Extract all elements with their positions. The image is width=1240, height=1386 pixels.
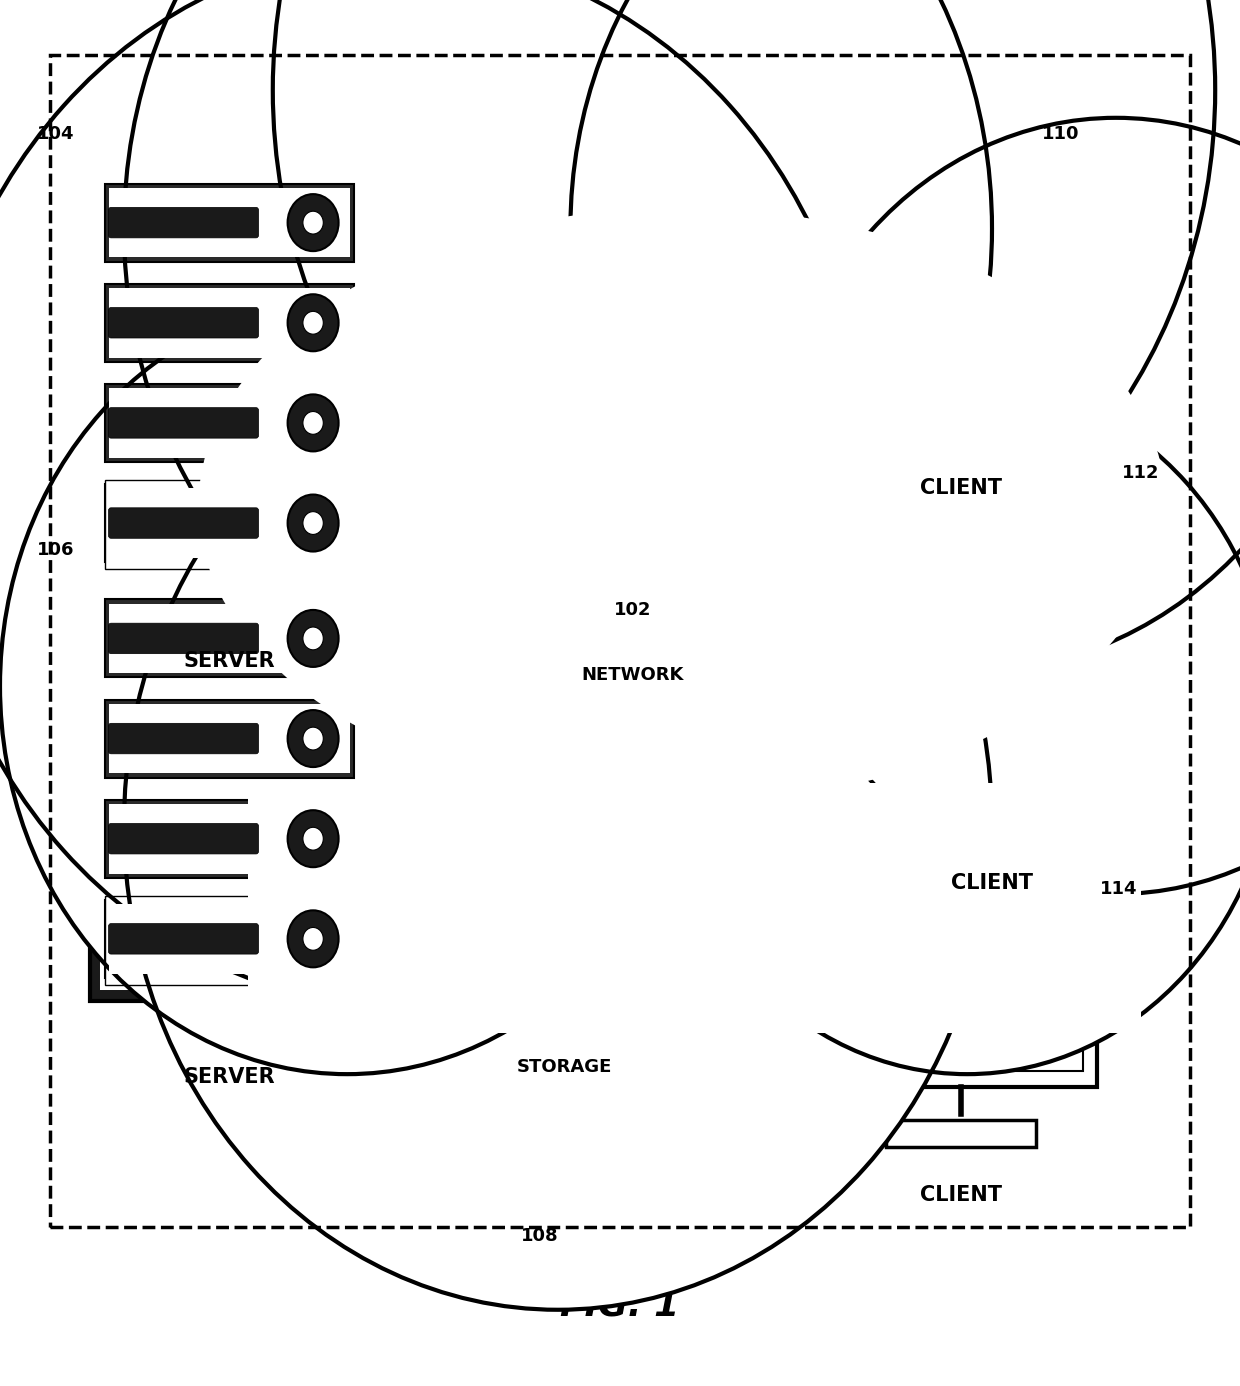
Circle shape (288, 710, 339, 766)
Circle shape (124, 0, 992, 714)
Circle shape (288, 495, 339, 552)
Text: 114: 114 (1100, 880, 1137, 898)
Text: 100: 100 (585, 67, 630, 86)
FancyBboxPatch shape (109, 407, 259, 438)
FancyBboxPatch shape (109, 604, 350, 674)
FancyBboxPatch shape (104, 284, 355, 362)
Text: CLIENT: CLIENT (951, 873, 1033, 893)
FancyBboxPatch shape (109, 904, 350, 973)
Text: STORAGE: STORAGE (517, 1059, 611, 1076)
Text: SERVER: SERVER (184, 1067, 275, 1087)
Text: CLIENT: CLIENT (920, 478, 1002, 498)
Ellipse shape (186, 194, 1178, 818)
FancyBboxPatch shape (104, 895, 355, 984)
FancyBboxPatch shape (109, 923, 259, 954)
FancyBboxPatch shape (104, 800, 355, 877)
FancyBboxPatch shape (104, 183, 355, 262)
Text: FIG. 1: FIG. 1 (560, 1289, 680, 1322)
Circle shape (303, 412, 324, 434)
Circle shape (303, 626, 324, 650)
Circle shape (303, 728, 324, 750)
Circle shape (288, 811, 339, 868)
FancyBboxPatch shape (825, 887, 1097, 1088)
Text: 110: 110 (1042, 125, 1079, 143)
Text: 104: 104 (37, 125, 74, 143)
FancyBboxPatch shape (109, 624, 259, 654)
Circle shape (303, 927, 324, 951)
Text: 106: 106 (37, 541, 74, 559)
FancyBboxPatch shape (856, 460, 1128, 841)
Circle shape (303, 511, 324, 535)
Circle shape (288, 610, 339, 667)
Text: 112: 112 (1122, 464, 1159, 482)
Circle shape (657, 381, 1240, 1074)
FancyBboxPatch shape (104, 700, 355, 778)
FancyBboxPatch shape (104, 599, 355, 678)
FancyBboxPatch shape (895, 505, 1089, 797)
FancyBboxPatch shape (109, 208, 259, 238)
FancyBboxPatch shape (109, 823, 259, 854)
FancyBboxPatch shape (99, 159, 360, 574)
Circle shape (288, 294, 339, 351)
FancyBboxPatch shape (109, 507, 259, 538)
FancyBboxPatch shape (109, 804, 350, 873)
Ellipse shape (467, 1128, 661, 1179)
Circle shape (288, 911, 339, 967)
Circle shape (986, 812, 998, 826)
FancyBboxPatch shape (904, 165, 1018, 387)
Text: 102: 102 (614, 602, 651, 618)
Text: SERVER: SERVER (184, 651, 275, 671)
Circle shape (303, 312, 324, 334)
FancyBboxPatch shape (99, 577, 360, 990)
Circle shape (124, 340, 992, 1310)
FancyBboxPatch shape (109, 723, 259, 754)
FancyBboxPatch shape (89, 148, 370, 585)
Circle shape (949, 398, 973, 427)
Circle shape (288, 194, 339, 251)
FancyBboxPatch shape (885, 1120, 1037, 1148)
FancyBboxPatch shape (839, 904, 1083, 1071)
Circle shape (570, 0, 1240, 672)
FancyBboxPatch shape (875, 129, 1047, 453)
FancyBboxPatch shape (109, 488, 350, 557)
FancyBboxPatch shape (109, 288, 350, 358)
Circle shape (303, 827, 324, 850)
FancyBboxPatch shape (104, 384, 355, 462)
Ellipse shape (198, 208, 1166, 804)
FancyBboxPatch shape (109, 308, 259, 338)
FancyBboxPatch shape (109, 187, 350, 258)
Circle shape (303, 211, 324, 234)
FancyBboxPatch shape (109, 388, 350, 457)
Circle shape (288, 395, 339, 452)
Ellipse shape (467, 955, 661, 1006)
FancyBboxPatch shape (248, 783, 1141, 1033)
Text: 108: 108 (521, 1227, 558, 1245)
FancyBboxPatch shape (109, 704, 350, 773)
Text: CLIENT: CLIENT (920, 1185, 1002, 1204)
Circle shape (0, 298, 694, 1074)
FancyBboxPatch shape (104, 480, 355, 568)
Circle shape (0, 0, 868, 1005)
FancyBboxPatch shape (104, 484, 355, 563)
Circle shape (273, 0, 1215, 617)
Bar (469, 981, 660, 1153)
Circle shape (769, 118, 1240, 894)
FancyBboxPatch shape (89, 565, 370, 1001)
FancyBboxPatch shape (104, 900, 355, 979)
Text: NETWORK: NETWORK (582, 667, 683, 683)
